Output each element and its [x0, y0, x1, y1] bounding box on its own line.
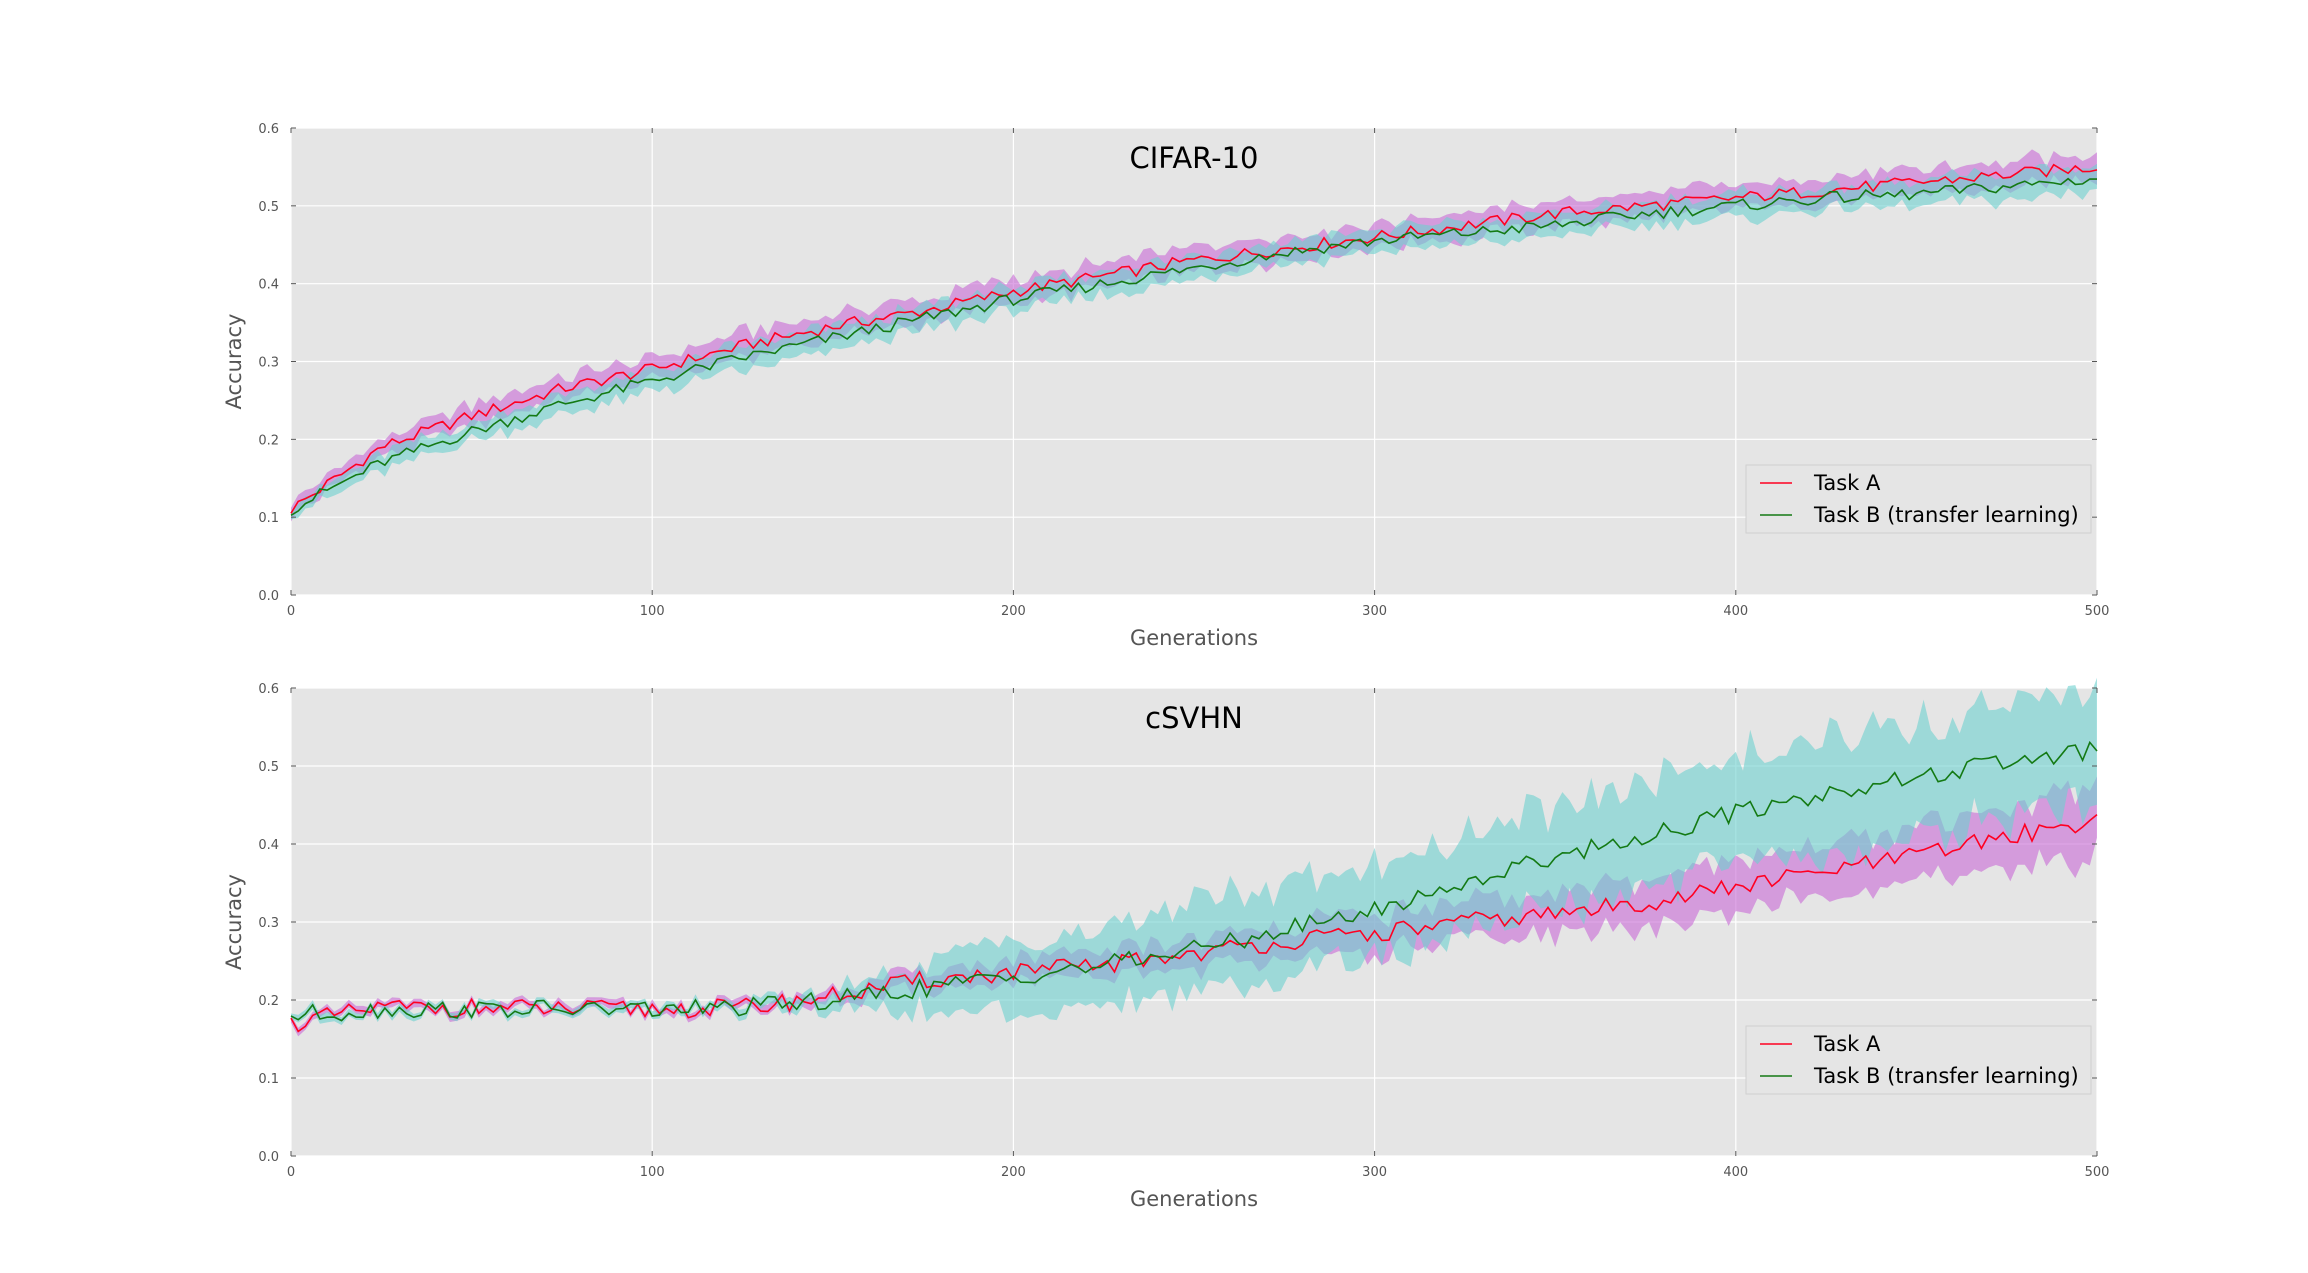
y-tick-label: 0.0	[258, 589, 279, 604]
x-tick-label: 200	[1001, 1165, 1026, 1180]
cifar10-x-axis-label: Generations	[1130, 626, 1258, 650]
csvhn-title: cSVHN	[1145, 701, 1243, 735]
x-tick-label: 100	[640, 604, 665, 619]
cifar10-legend-task-b-label: Task B (transfer learning)	[1813, 503, 2079, 527]
cifar10-legend-task-a-label: Task A	[1813, 471, 1881, 495]
x-tick-label: 0	[287, 604, 295, 619]
cifar10-panel: 0 100 200 300 400 500 0.0 0.1 0.2 0.3 0.4 0.5 0.6 CI…	[222, 122, 2109, 650]
csvhn-legend-task-a-label: Task A	[1813, 1032, 1881, 1056]
y-tick-label: 0.3	[258, 916, 279, 931]
x-tick-label: 0	[287, 1165, 295, 1180]
csvhn-panel: 0 100 200 300 400 500 0.0 0.1 0.2 0.3 0.4 0.5 0.6 cS…	[222, 678, 2109, 1211]
y-tick-label: 0.4	[258, 278, 279, 293]
y-tick-label: 0.4	[258, 838, 279, 853]
y-tick-label: 0.6	[258, 122, 279, 137]
y-tick-label: 0.0	[258, 1150, 279, 1165]
y-tick-label: 0.5	[258, 200, 279, 215]
x-tick-label: 300	[1362, 1165, 1387, 1180]
y-tick-label: 0.1	[258, 511, 279, 526]
x-tick-label: 500	[2085, 1165, 2110, 1180]
y-tick-label: 0.2	[258, 994, 279, 1009]
figure: 0 100 200 300 400 500 0.0 0.1 0.2 0.3 0.4 0.5 0.6 CI…	[0, 0, 2308, 1273]
csvhn-legend: Task A Task B (transfer learning)	[1746, 1026, 2091, 1094]
y-tick-label: 0.5	[258, 760, 279, 775]
x-tick-label: 100	[640, 1165, 665, 1180]
x-tick-label: 200	[1001, 604, 1026, 619]
csvhn-y-axis-label: Accuracy	[222, 874, 246, 970]
csvhn-x-axis-label: Generations	[1130, 1187, 1258, 1211]
cifar10-legend: Task A Task B (transfer learning)	[1746, 465, 2091, 533]
y-tick-label: 0.2	[258, 433, 279, 448]
x-tick-label: 300	[1362, 604, 1387, 619]
y-tick-label: 0.3	[258, 356, 279, 371]
cifar10-title: CIFAR-10	[1130, 141, 1259, 175]
y-tick-label: 0.6	[258, 682, 279, 697]
x-tick-label: 400	[1723, 1165, 1748, 1180]
x-tick-label: 400	[1723, 604, 1748, 619]
cifar10-y-axis-label: Accuracy	[222, 314, 246, 410]
csvhn-legend-task-b-label: Task B (transfer learning)	[1813, 1064, 2079, 1088]
x-tick-label: 500	[2085, 604, 2110, 619]
y-tick-label: 0.1	[258, 1072, 279, 1087]
